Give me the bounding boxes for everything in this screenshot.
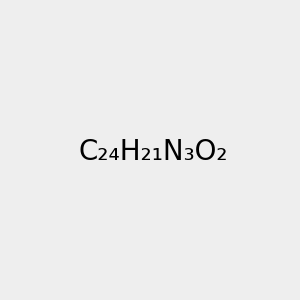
- Text: C₂₄H₂₁N₃O₂: C₂₄H₂₁N₃O₂: [79, 137, 229, 166]
